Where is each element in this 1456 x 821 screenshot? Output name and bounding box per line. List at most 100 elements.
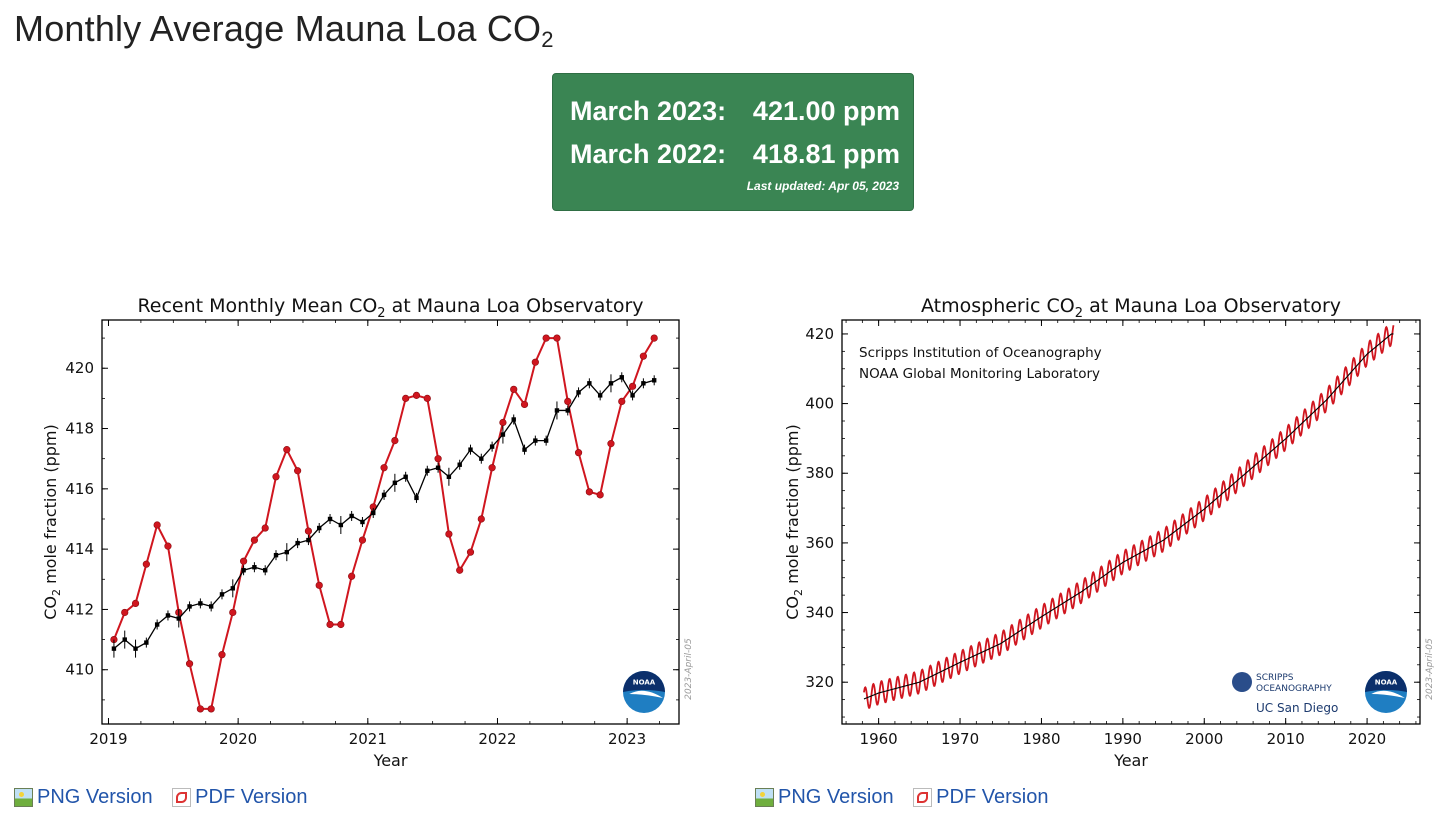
monthly-mean-point bbox=[358, 536, 367, 544]
pdf-file-icon bbox=[913, 788, 933, 807]
x-tick-label: 2010 bbox=[1267, 730, 1305, 748]
deseasonalized-line bbox=[113, 376, 655, 650]
monthly-mean-point bbox=[337, 620, 345, 629]
deseasonalized-point bbox=[435, 465, 441, 470]
monthly-mean-point bbox=[628, 382, 637, 390]
x-tick-label: 2023 bbox=[608, 730, 646, 748]
recent-monthly-co2-chart: Recent Monthly Mean CO2 at Mauna Loa Obs… bbox=[41, 295, 694, 770]
pdf-file-icon bbox=[172, 788, 192, 807]
monthly-mean-point bbox=[585, 488, 593, 496]
x-tick-label: 2021 bbox=[349, 730, 387, 748]
png-version-link[interactable]: PNG Version bbox=[755, 786, 894, 809]
monthly-mean-point bbox=[650, 334, 658, 342]
deseasonalized-point bbox=[306, 537, 311, 543]
monthly-mean-point bbox=[639, 352, 647, 360]
png-image-icon bbox=[755, 788, 774, 807]
monthly-mean-point bbox=[239, 557, 248, 565]
monthly-mean-point bbox=[445, 530, 453, 538]
deseasonalized-point bbox=[198, 601, 203, 606]
chart-title: Atmospheric CO2 at Mauna Loa Observatory bbox=[921, 295, 1341, 321]
historical-co2-chart: Atmospheric CO2 at Mauna Loa Observatory… bbox=[783, 295, 1435, 770]
y-tick-label: 418 bbox=[65, 420, 94, 438]
monthly-mean-point bbox=[564, 397, 572, 406]
monthly-co2-line bbox=[863, 325, 1395, 709]
monthly-mean-point bbox=[153, 521, 161, 529]
pdf-version-link-label[interactable]: PDF Version bbox=[936, 786, 1049, 808]
deseasonalized-point bbox=[392, 480, 398, 486]
deseasonalized-point bbox=[468, 447, 473, 452]
annotation-scripps: Scripps Institution of Oceanography bbox=[859, 345, 1102, 361]
deseasonalized-point bbox=[295, 540, 300, 546]
previous-year-label: March 2022: bbox=[570, 139, 727, 169]
deseasonalized-point bbox=[565, 408, 570, 413]
monthly-mean-point bbox=[207, 705, 215, 713]
y-tick-label: 340 bbox=[805, 604, 834, 622]
png-version-link[interactable]: PNG Version bbox=[14, 786, 153, 809]
x-tick-label: 1970 bbox=[941, 730, 979, 748]
y-tick-label: 412 bbox=[65, 600, 94, 618]
deseasonalized-point bbox=[252, 565, 257, 570]
png-version-link-label[interactable]: PNG Version bbox=[778, 786, 894, 808]
monthly-mean-point bbox=[477, 515, 485, 523]
noaa-logo-text: NOAA bbox=[1375, 679, 1398, 687]
x-tick-label: 1960 bbox=[860, 730, 898, 748]
recent-chart-download-links: PNG Version PDF Version bbox=[14, 786, 321, 813]
monthly-mean-point bbox=[348, 572, 356, 580]
x-axis-label: Year bbox=[373, 751, 408, 770]
noaa-logo-text: NOAA bbox=[633, 679, 656, 687]
monthly-mean-line bbox=[112, 337, 656, 710]
deseasonalized-point bbox=[111, 646, 117, 651]
deseasonalized-point bbox=[543, 438, 549, 443]
monthly-mean-point bbox=[185, 660, 194, 668]
pdf-version-link[interactable]: PDF Version bbox=[172, 786, 307, 809]
y-tick-label: 380 bbox=[805, 464, 834, 482]
deseasonalized-point bbox=[500, 432, 506, 437]
deseasonalized-point bbox=[597, 393, 603, 398]
noaa-logo-top bbox=[1365, 671, 1407, 692]
deseasonalized-point bbox=[338, 522, 344, 528]
pdf-version-link[interactable]: PDF Version bbox=[913, 786, 1048, 809]
monthly-mean-point bbox=[304, 527, 313, 535]
monthly-mean-point bbox=[499, 418, 507, 427]
monthly-mean-point bbox=[326, 620, 334, 629]
current-month-label: March 2023: bbox=[570, 96, 727, 126]
monthly-mean-point bbox=[294, 467, 302, 475]
plot-frame bbox=[101, 319, 680, 725]
ucsd-logo-text: UC San Diego bbox=[1256, 701, 1338, 715]
monthly-mean-point bbox=[520, 400, 529, 409]
x-tick-label: 2019 bbox=[89, 730, 127, 748]
x-tick-label: 2022 bbox=[478, 730, 516, 748]
y-tick-label: 416 bbox=[65, 480, 94, 498]
monthly-mean-point bbox=[272, 473, 280, 481]
monthly-mean-point bbox=[488, 464, 496, 472]
deseasonalized-point bbox=[587, 381, 592, 386]
scripps-logo-globe bbox=[1232, 672, 1252, 692]
monthly-mean-point bbox=[607, 440, 615, 448]
pdf-version-link-label[interactable]: PDF Version bbox=[195, 786, 308, 808]
noaa-logo-top bbox=[623, 671, 665, 692]
monthly-mean-point bbox=[164, 542, 172, 550]
monthly-mean-point bbox=[423, 394, 431, 402]
monthly-mean-point bbox=[196, 705, 204, 713]
last-updated-text: Last updated: Apr 05, 2023 bbox=[746, 179, 899, 193]
trend-line bbox=[863, 333, 1394, 700]
deseasonalized-point bbox=[230, 586, 235, 591]
noaa-logo-icon: NOAA bbox=[623, 671, 665, 713]
deseasonalized-point bbox=[641, 381, 646, 386]
monthly-mean-point bbox=[402, 394, 410, 402]
deseasonalized-point bbox=[425, 468, 430, 473]
monthly-mean-point bbox=[412, 391, 421, 399]
monthly-mean-point bbox=[434, 455, 442, 463]
monthly-mean-point bbox=[250, 536, 258, 544]
monthly-mean-point bbox=[261, 524, 269, 532]
deseasonalized-point bbox=[263, 568, 268, 573]
deseasonalized-point bbox=[144, 640, 149, 645]
monthly-mean-point bbox=[596, 491, 604, 499]
date-stamp: 2023-April-05 bbox=[1425, 638, 1435, 700]
x-tick-label: 2020 bbox=[1348, 730, 1386, 748]
deseasonalized-point bbox=[187, 604, 192, 609]
deseasonalized-point bbox=[457, 462, 462, 467]
monthly-mean-point bbox=[510, 385, 518, 393]
png-version-link-label[interactable]: PNG Version bbox=[37, 786, 153, 808]
deseasonalized-point bbox=[241, 568, 246, 573]
